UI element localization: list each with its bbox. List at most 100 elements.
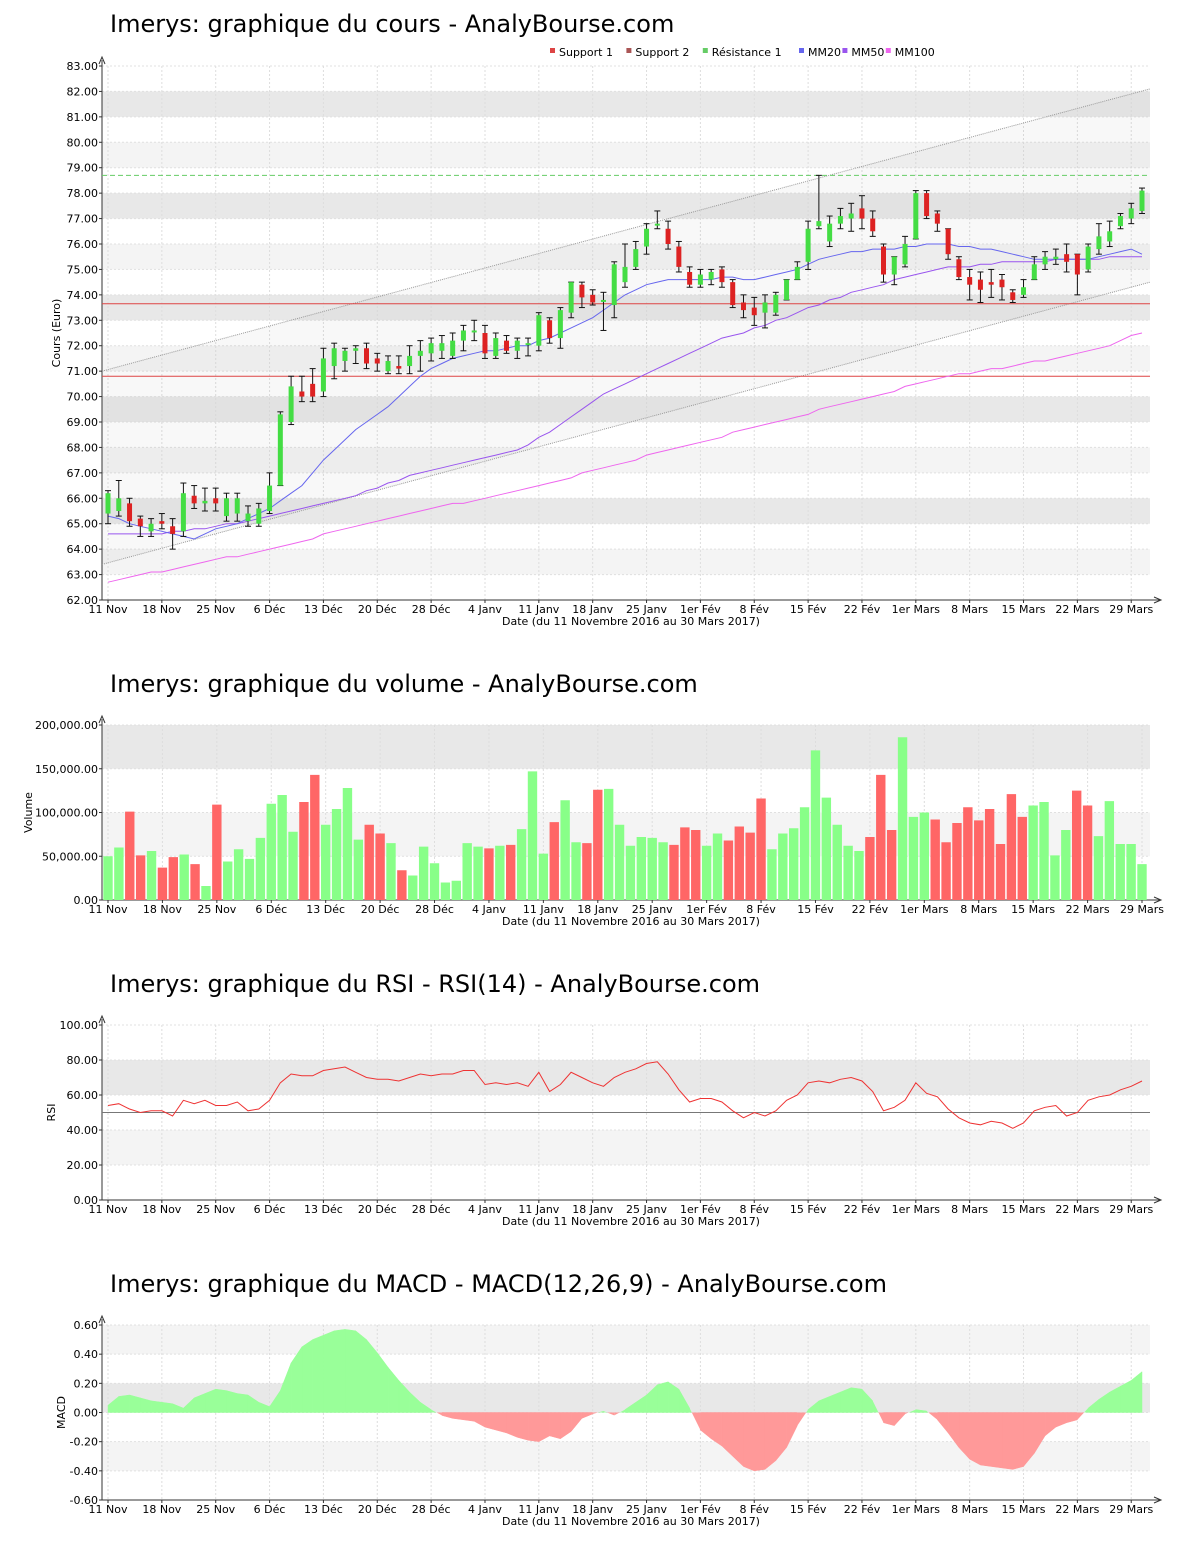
macd-area-segment xyxy=(549,1412,561,1440)
volume-bar xyxy=(310,774,320,900)
macd-area-segment xyxy=(1084,1408,1089,1413)
volume-bar xyxy=(244,858,255,900)
legend-item: MM20 xyxy=(799,46,841,59)
macd-area-segment xyxy=(926,1411,929,1413)
x-tick-label: 25 Nov xyxy=(196,603,235,616)
macd-area-segment xyxy=(1001,1412,1013,1470)
volume-bar xyxy=(930,819,940,900)
x-tick-label: 25 Nov xyxy=(196,1203,235,1216)
grid-band xyxy=(102,193,1150,219)
macd-area-segment xyxy=(436,1412,442,1416)
y-axis-label: Cours (Euro) xyxy=(50,299,63,368)
candle-body xyxy=(730,282,736,306)
volume-bar xyxy=(810,750,821,900)
candle xyxy=(988,268,995,298)
candle-body xyxy=(493,338,499,356)
x-axis-arrow xyxy=(1153,1496,1163,1504)
x-tick-label: 28 Déc xyxy=(412,1203,451,1216)
volume-bar xyxy=(560,800,570,900)
macd-area-segment xyxy=(905,1412,909,1414)
volume-bar xyxy=(462,843,472,900)
macd-area-segment xyxy=(463,1412,475,1422)
candle xyxy=(546,317,553,344)
candle-body xyxy=(504,340,510,351)
x-tick-label: 8 Mars xyxy=(960,903,997,916)
y-tick-label: 150,000.00 xyxy=(35,763,98,776)
candle-body xyxy=(525,343,531,346)
candle xyxy=(794,261,801,281)
candle-body xyxy=(547,320,553,339)
y-tick-label: 81.00 xyxy=(67,111,99,124)
x-tick-label: 18 Janv xyxy=(572,603,613,616)
x-tick-label: 1er Mars xyxy=(892,603,941,616)
candle xyxy=(428,337,435,362)
volume-bar xyxy=(135,855,146,900)
candle xyxy=(1095,223,1102,255)
candle xyxy=(309,368,316,403)
candle-body xyxy=(310,383,316,397)
x-tick-label: 25 Nov xyxy=(196,1503,235,1516)
candle-body xyxy=(654,223,660,226)
y-axis-label: MACD xyxy=(55,1396,68,1429)
macd-area-segment xyxy=(129,1394,141,1413)
x-axis-arrow xyxy=(1153,596,1163,604)
x-tick-label: 15 Mars xyxy=(1002,1503,1046,1516)
candle-body xyxy=(611,264,617,306)
candle xyxy=(1139,187,1145,214)
grid-band xyxy=(102,345,1150,372)
y-tick-label: 0.00 xyxy=(74,894,99,907)
y-tick-label: 83.00 xyxy=(67,60,99,73)
candle-body xyxy=(1107,231,1113,242)
macd-area-segment xyxy=(452,1412,464,1421)
volume-bar xyxy=(974,820,984,900)
candle-body xyxy=(837,216,843,224)
volume-bar xyxy=(418,846,429,900)
macd-chart-title: Imerys: graphique du MACD - MACD(12,26,9… xyxy=(110,1270,887,1298)
candle-body xyxy=(331,348,337,367)
legend-swatch xyxy=(842,48,848,53)
candle xyxy=(331,342,338,380)
macd-area-segment xyxy=(603,1411,608,1413)
legend: Support 1 Support 2 Résistance 1 MM20 MM50 MM… xyxy=(550,46,935,59)
x-axis-label: Date (du 11 Novembre 2016 au 30 Mars 201… xyxy=(502,1515,760,1528)
grid-band xyxy=(102,91,1150,117)
candle xyxy=(718,266,725,288)
x-tick-label: 15 Mars xyxy=(1011,903,1055,916)
x-tick-label: 13 Déc xyxy=(304,1503,343,1516)
candle xyxy=(1052,248,1059,265)
volume-bar xyxy=(636,837,647,900)
x-tick-label: 15 Mars xyxy=(1002,1203,1046,1216)
macd-area-segment xyxy=(366,1338,378,1413)
candle xyxy=(902,235,909,268)
y-tick-label: 60.00 xyxy=(67,1089,99,1102)
y-tick-label: 74.00 xyxy=(67,289,99,302)
macd-area-segment xyxy=(764,1412,777,1470)
candle-body xyxy=(460,330,466,341)
candle xyxy=(622,243,628,288)
x-tick-label: 22 Fév xyxy=(844,1203,881,1216)
macd-area-segment xyxy=(215,1388,227,1413)
candle xyxy=(686,266,693,288)
candle-body xyxy=(116,498,122,511)
candle-body xyxy=(439,343,445,351)
candle xyxy=(1117,212,1124,230)
volume-bar xyxy=(1028,805,1038,900)
x-tick-label: 18 Nov xyxy=(142,603,181,616)
candle xyxy=(858,195,865,230)
volume-bar xyxy=(168,857,178,900)
legend-swatch xyxy=(799,48,804,53)
candle xyxy=(891,256,898,286)
grid-band xyxy=(102,142,1150,168)
legend-item: Support 2 xyxy=(626,46,689,59)
volume-bar xyxy=(669,844,679,900)
y-tick-label: 0.00 xyxy=(74,1407,99,1420)
candle-body xyxy=(740,302,746,311)
macd-area-segment xyxy=(598,1411,604,1413)
x-tick-label: 20 Déc xyxy=(358,1503,397,1516)
grid-band xyxy=(102,1130,1150,1165)
volume-bar xyxy=(1093,836,1104,900)
x-tick-label: 4 Janv xyxy=(468,1203,502,1216)
candle xyxy=(1009,289,1016,303)
candle xyxy=(848,202,855,232)
candle-body xyxy=(881,246,886,275)
